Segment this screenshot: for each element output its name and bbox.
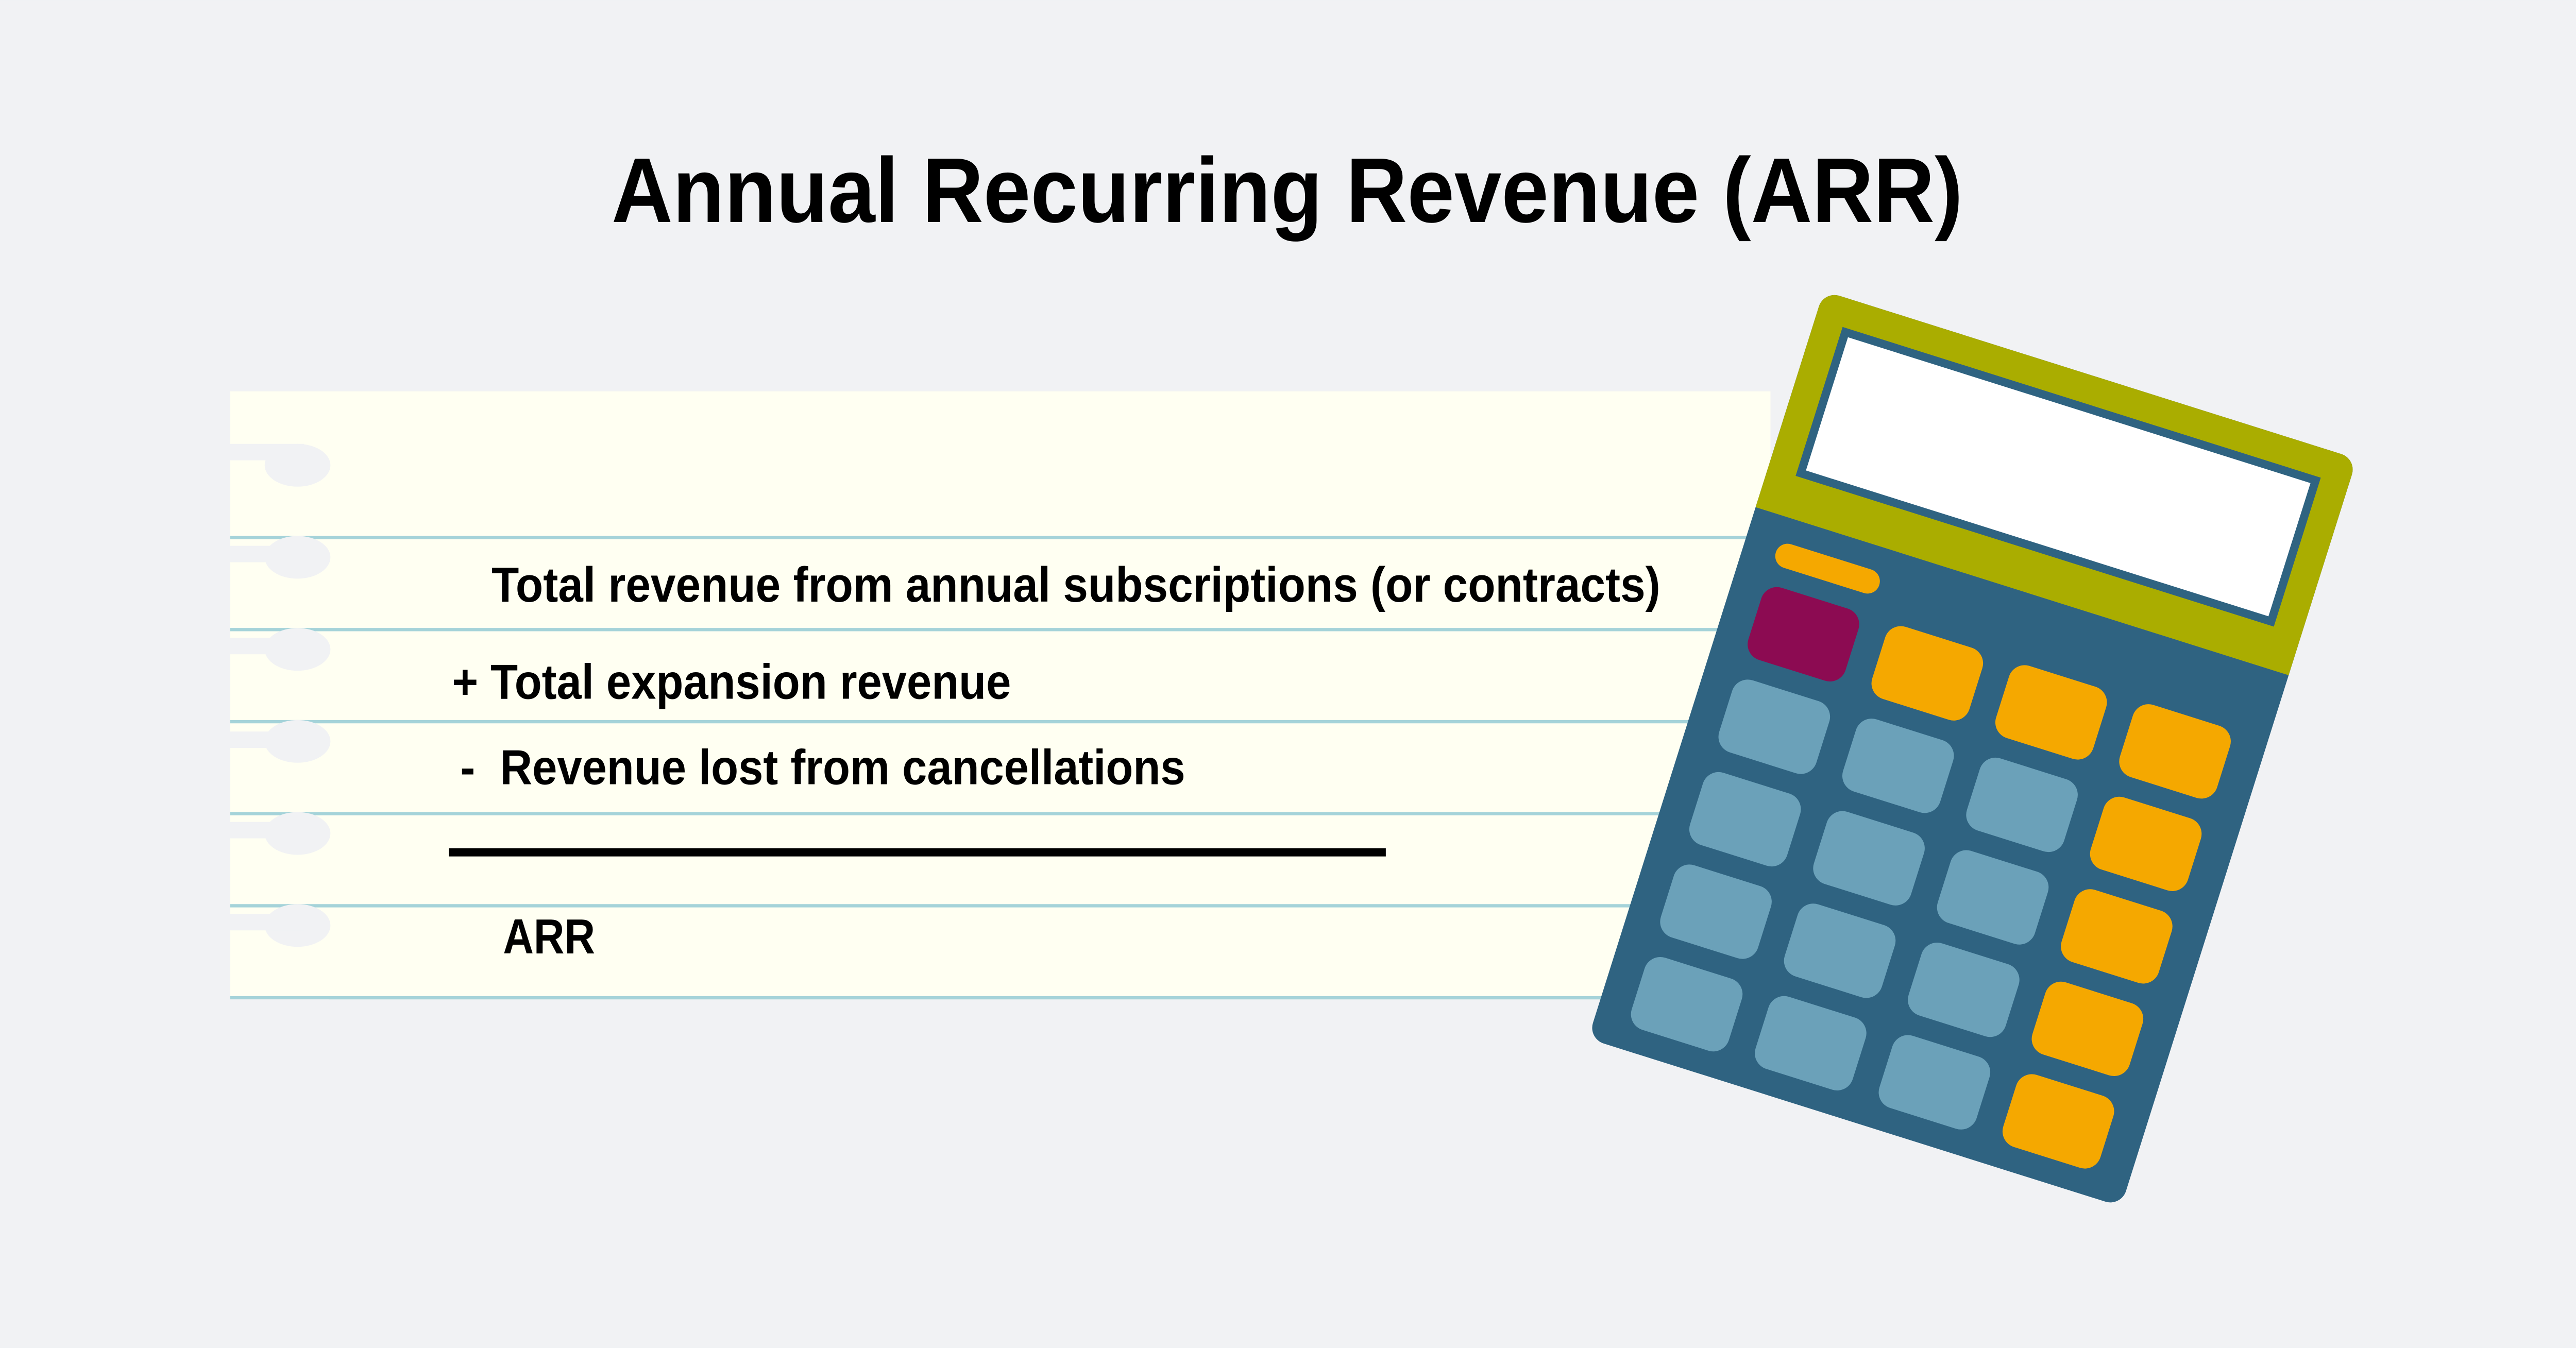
- calculator-key: [1784, 903, 1896, 998]
- calculator-key: [1842, 719, 1954, 813]
- notebook-paper-icon: [197, 391, 1771, 1019]
- calculator-key: [1813, 811, 1925, 906]
- calculator-key: [1871, 626, 1984, 721]
- paper-sheet: [225, 391, 1771, 1000]
- calculator-key: [2061, 889, 2173, 984]
- calculator-key: [1878, 1035, 1991, 1130]
- calculator-key: [2002, 1074, 2114, 1169]
- paper-lines: [230, 536, 1771, 1000]
- calculator-icon: [1592, 295, 2353, 1203]
- calculator-display: [1795, 327, 2321, 627]
- calculator-keys: [1631, 587, 2231, 1169]
- calculator-key: [1995, 665, 2107, 760]
- calculator-key: [1718, 679, 1831, 774]
- calculator-key: [1937, 850, 2049, 945]
- formula-result-arr: ARR: [503, 909, 595, 964]
- calculator-key: [1660, 864, 1772, 959]
- formula-line-cancellations: - Revenue lost from cancellations: [460, 740, 1185, 795]
- formula-line-expansion: + Total expansion revenue: [452, 654, 1011, 709]
- calculator-key: [2090, 796, 2202, 891]
- calculator-slider-key: [1775, 543, 1880, 594]
- calculator-key: [2031, 981, 2144, 1077]
- calculator-key: [1748, 587, 1859, 682]
- calculator-key: [2119, 704, 2231, 799]
- calculator-key: [1755, 996, 1867, 1090]
- calculator-key: [1631, 957, 1743, 1052]
- page-title: Annual Recurring Revenue (ARR): [612, 139, 1963, 242]
- calculator-key: [1689, 772, 1801, 867]
- calculator-key: [1966, 757, 2078, 852]
- sum-rule: [449, 848, 1386, 857]
- calculator-key: [1908, 943, 2020, 1037]
- torn-edge: [197, 391, 331, 1019]
- formula-line-subscriptions: Total revenue from annual subscriptions …: [492, 557, 1660, 612]
- formula: Total revenue from annual subscriptions …: [449, 557, 1660, 964]
